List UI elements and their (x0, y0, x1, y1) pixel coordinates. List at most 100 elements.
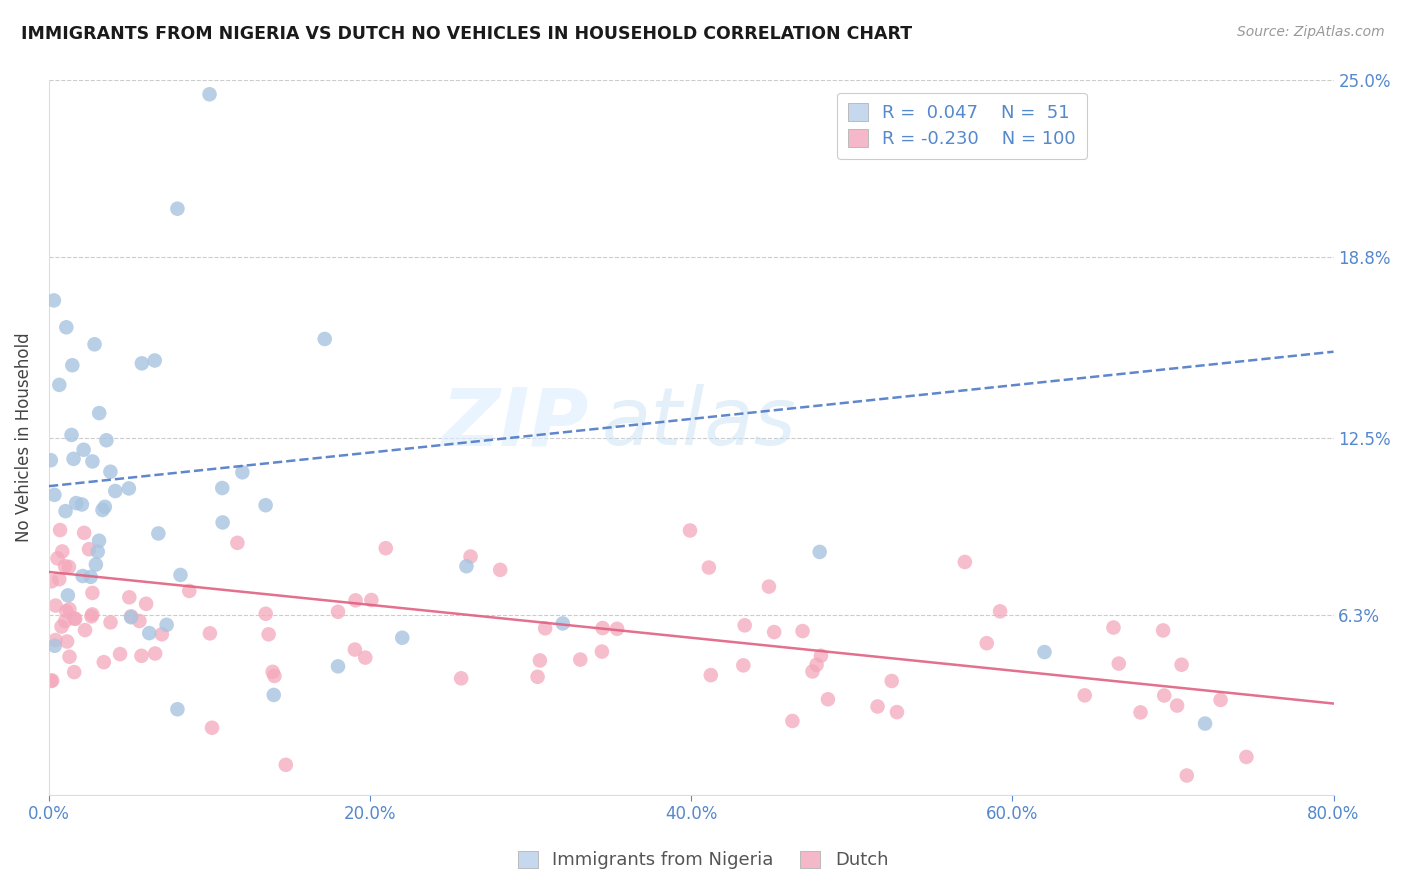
Point (758, 580, 780, 594)
Point (56, 588, 79, 602)
Point (100, 465, 122, 479)
Point (1166, 698, 1188, 713)
Point (46, 551, 69, 566)
Point (314, 332, 336, 346)
Point (143, 353, 166, 368)
Point (53, 614, 76, 628)
Point (880, 673, 903, 688)
Point (77, 542, 100, 557)
Point (39, 453, 62, 467)
Point (226, 536, 249, 550)
Point (150, 627, 173, 641)
Point (526, 670, 548, 684)
Point (45, 599, 67, 613)
Point (734, 618, 756, 632)
Point (48, 572, 70, 586)
Point (120, 610, 142, 624)
Point (806, 657, 828, 672)
Point (551, 616, 574, 631)
Point (58, 649, 80, 664)
Point (1209, 693, 1232, 707)
Text: Source: ZipAtlas.com: Source: ZipAtlas.com (1237, 25, 1385, 39)
Point (56, 634, 79, 648)
Point (82, 454, 104, 468)
Point (679, 524, 702, 538)
Point (148, 526, 170, 541)
Point (73, 525, 96, 540)
Point (801, 665, 824, 679)
Point (763, 625, 786, 640)
Point (100, 615, 122, 630)
Point (94, 500, 117, 514)
Point (534, 621, 557, 635)
Legend: Immigrants from Nigeria, Dutch: Immigrants from Nigeria, Dutch (509, 842, 897, 879)
Point (231, 465, 253, 479)
Point (262, 665, 284, 679)
Point (58, 602, 80, 616)
Point (810, 648, 832, 663)
Point (1129, 706, 1152, 720)
Point (1170, 657, 1192, 672)
Y-axis label: No Vehicles in Household: No Vehicles in Household (15, 333, 32, 542)
Point (79, 570, 101, 584)
Point (166, 702, 188, 716)
Point (63, 611, 86, 625)
Point (700, 668, 723, 682)
Point (49, 523, 72, 537)
Point (1102, 621, 1125, 635)
Point (120, 609, 142, 624)
Point (82, 607, 104, 622)
Point (41, 574, 63, 589)
Point (44, 633, 66, 648)
Point (344, 593, 367, 607)
Point (450, 671, 472, 685)
Point (1108, 657, 1130, 671)
Point (1234, 750, 1257, 764)
Point (817, 692, 839, 706)
Text: atlas: atlas (602, 384, 796, 462)
Text: IMMIGRANTS FROM NIGERIA VS DUTCH NO VEHICLES IN HOUSEHOLD CORRELATION CHART: IMMIGRANTS FROM NIGERIA VS DUTCH NO VEHI… (21, 25, 912, 43)
Point (55, 604, 77, 618)
Point (591, 644, 613, 658)
Point (456, 559, 478, 574)
Point (143, 647, 166, 661)
Point (58, 560, 80, 574)
Point (93, 655, 115, 669)
Point (697, 560, 720, 574)
Point (953, 555, 976, 569)
Point (60, 358, 83, 372)
Point (354, 650, 377, 665)
Point (169, 568, 191, 582)
Point (44, 488, 66, 502)
Point (808, 545, 831, 559)
Point (84, 558, 107, 572)
Point (70, 498, 93, 512)
Point (343, 642, 366, 657)
Point (733, 658, 755, 673)
Point (62, 451, 84, 466)
Point (72, 442, 94, 457)
Point (569, 652, 592, 666)
Point (65, 496, 87, 510)
Point (257, 627, 280, 641)
Point (489, 563, 512, 577)
Point (886, 705, 908, 719)
Point (51, 544, 73, 558)
Point (326, 659, 349, 673)
Point (156, 617, 179, 632)
Point (792, 624, 814, 638)
Point (1194, 716, 1216, 731)
Point (80, 609, 103, 624)
Point (91, 503, 114, 517)
Point (374, 541, 396, 556)
Point (988, 604, 1011, 618)
Point (63, 612, 86, 626)
Point (51, 619, 73, 633)
Point (131, 648, 153, 663)
Point (55, 504, 77, 518)
Point (198, 626, 221, 640)
Point (1073, 689, 1095, 703)
Point (274, 757, 297, 772)
Point (254, 607, 277, 621)
Point (782, 714, 804, 728)
